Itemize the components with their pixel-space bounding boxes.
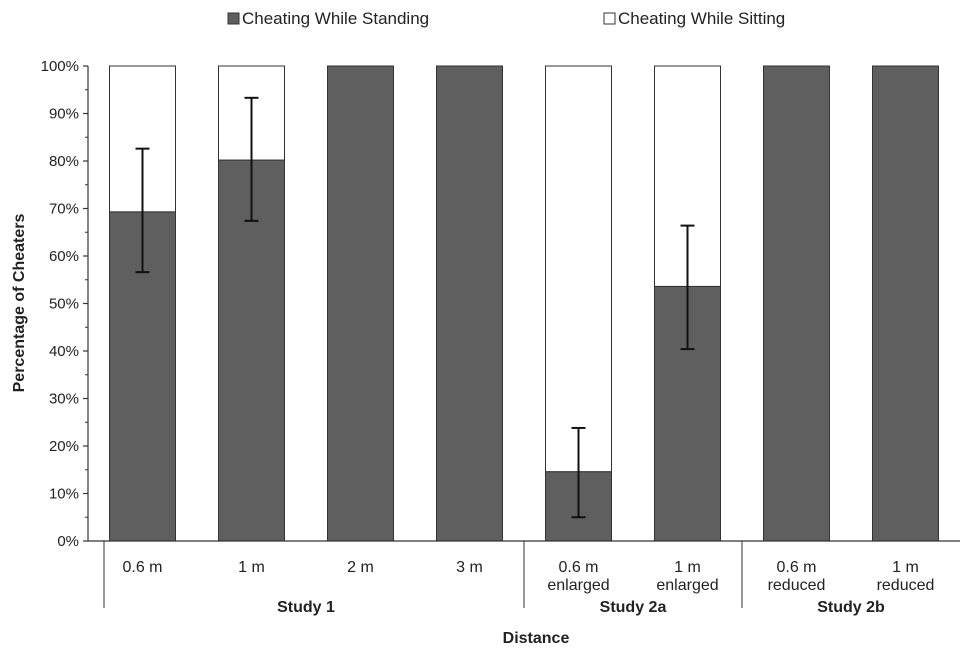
x-tick-label-5: 1 m (674, 559, 701, 576)
x-tick-label-7: reduced (877, 577, 935, 594)
y-tick-label: 40% (49, 343, 79, 360)
bar-7-series-0 (872, 65, 939, 542)
y-tick-label: 100% (41, 58, 79, 75)
x-tick-label-6: reduced (768, 577, 826, 594)
bar-2-series-0 (327, 65, 394, 542)
x-tick-label-0: 0.6 m (122, 559, 162, 576)
legend-swatch-1 (603, 12, 616, 25)
group-label-0: Study 1 (277, 599, 335, 616)
legend-label-0: Cheating While Standing (242, 9, 429, 28)
y-tick-label: 70% (49, 201, 79, 218)
x-tick-label-4: 0.6 m (558, 559, 598, 576)
x-tick-label-5: enlarged (656, 577, 718, 594)
y-tick-label: 50% (49, 296, 79, 313)
x-axis-title: Distance (503, 630, 570, 647)
y-axis: 0% 10% 20% 30% 40% 50% 60% 70% 80% 90% 100% (41, 58, 89, 550)
bar-4-series-1 (545, 65, 612, 473)
x-tick-label-1: 1 m (238, 559, 265, 576)
y-tick-label: 90% (49, 106, 79, 123)
y-tick-label: 0% (57, 533, 79, 550)
error-bars (135, 96, 695, 519)
error-bar-5 (680, 224, 695, 351)
legend-swatch-0 (227, 12, 240, 25)
y-tick-label: 20% (49, 438, 79, 455)
legend: Cheating While Standing Cheating While Si… (227, 9, 785, 28)
error-bar-0 (135, 147, 150, 274)
x-tick-label-6: 0.6 m (776, 559, 816, 576)
x-tick-label-7: 1 m (892, 559, 919, 576)
bars (109, 65, 939, 542)
y-tick-label: 80% (49, 153, 79, 170)
x-tick-label-2: 2 m (347, 559, 374, 576)
x-tick-label-4: enlarged (547, 577, 609, 594)
y-tick-label: 60% (49, 248, 79, 265)
bar-1-series-0 (218, 159, 285, 542)
y-tick-label: 30% (49, 391, 79, 408)
y-axis-title: Percentage of Cheaters (11, 214, 28, 393)
y-tick-label: 10% (49, 486, 79, 503)
legend-label-1: Cheating While Sitting (618, 9, 785, 28)
bar-3-series-0 (436, 65, 503, 542)
group-label-1: Study 2a (600, 599, 667, 616)
group-label-2: Study 2b (817, 599, 885, 616)
bar-6-series-0 (763, 65, 830, 542)
x-tick-label-3: 3 m (456, 559, 483, 576)
error-bar-1 (244, 96, 259, 222)
error-bar-4 (571, 426, 586, 519)
